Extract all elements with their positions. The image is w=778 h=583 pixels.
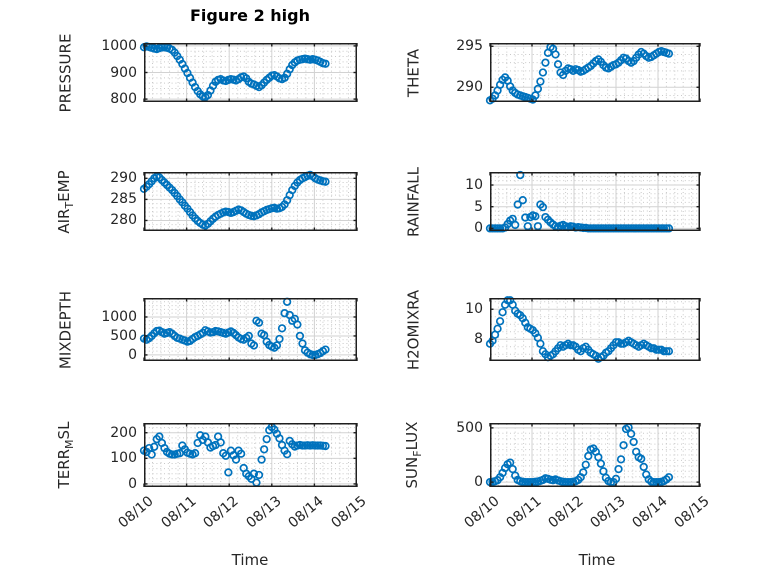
axes-frame: [490, 172, 700, 231]
plot-area-H2OMIXRA: [485, 296, 701, 363]
y-axis-label-AIR_TEMP: AIRTEMP: [55, 169, 76, 234]
data-series-PRESSURE: [139, 42, 330, 102]
tick-marks: [489, 172, 701, 231]
y-tick-label: 290: [456, 79, 483, 96]
axes-frame: [490, 423, 700, 487]
plot-area-THETA: [485, 42, 701, 105]
plot-area-TERR_MSL: [139, 422, 358, 487]
y-tick-label: 500: [456, 419, 483, 436]
plot-area-MIXDEPTH: [139, 297, 358, 361]
y-tick-label: 1000: [101, 308, 137, 325]
axes-frame: [144, 172, 357, 231]
y-tick-label: 290: [110, 170, 137, 187]
tick-marks: [143, 172, 358, 231]
plot-area-RAINFALL: [485, 170, 701, 233]
x-axis-title-right: Time: [578, 551, 616, 569]
y-axis-label-PRESSURE: PRESSURE: [56, 33, 75, 112]
axes-frame: [490, 43, 700, 102]
y-tick-label: 285: [110, 191, 137, 208]
y-tick-label: 0: [128, 346, 137, 363]
tick-marks: [143, 43, 358, 102]
axes-frame: [490, 298, 700, 361]
data-series-MIXDEPTH: [139, 297, 330, 360]
y-axis-label-SUN_FLUX: SUNFLUX: [403, 421, 424, 489]
x-tick-label: 08/13: [587, 493, 629, 532]
y-axis-label-TERR_MSL: TERRMSL: [55, 421, 76, 489]
y-tick-label: 0: [128, 475, 137, 492]
major-grid: [144, 172, 357, 231]
x-tick-label: 08/14: [285, 493, 328, 532]
minor-grid: [145, 299, 356, 360]
data-series-THETA: [485, 42, 674, 105]
plot-area-AIR_TEMP: [139, 170, 358, 231]
data-series-AIR_TEMP: [139, 170, 330, 230]
x-tick-label: 08/10: [115, 493, 157, 532]
y-tick-label: 5: [474, 198, 483, 215]
plot-area-SUN_FLUX: [485, 423, 701, 487]
y-tick-label: 200: [110, 424, 137, 441]
y-axis-label-H2OMIXRA: H2OMIXRA: [404, 289, 423, 370]
major-grid: [490, 298, 700, 361]
tick-marks: [143, 298, 358, 361]
y-tick-label: 1000: [101, 37, 137, 54]
tick-marks: [489, 423, 701, 487]
y-tick-label: 100: [110, 450, 137, 467]
y-tick-label: 280: [110, 212, 137, 229]
axes-frame: [144, 298, 357, 361]
y-tick-label: 10: [465, 301, 483, 318]
data-series-RAINFALL: [485, 170, 674, 233]
x-tick-label: 08/14: [629, 493, 671, 532]
x-tick-label: 08/12: [200, 493, 242, 532]
x-tick-label: 08/12: [545, 493, 587, 532]
y-tick-label: 295: [456, 38, 483, 55]
y-tick-label: 500: [110, 327, 137, 344]
x-axis-title-left: Time: [231, 551, 269, 569]
axes-frame: [144, 423, 357, 487]
y-axis-label-MIXDEPTH: MIXDEPTH: [56, 290, 75, 369]
minor-grid: [491, 173, 699, 230]
y-tick-label: 8: [474, 331, 483, 348]
x-tick-label: 08/11: [158, 493, 200, 532]
minor-grid: [145, 173, 356, 230]
x-tick-label: 08/15: [328, 493, 370, 532]
y-tick-label: 0: [474, 474, 483, 491]
data-series-TERR_MSL: [139, 422, 330, 487]
x-tick-label: 08/10: [461, 493, 503, 532]
y-axis-label-THETA: THETA: [404, 48, 423, 97]
x-tick-label: 08/15: [671, 493, 713, 532]
y-tick-label: 0: [474, 220, 483, 237]
y-axis-label-RAINFALL: RAINFALL: [404, 166, 423, 237]
tick-marks: [489, 298, 701, 361]
x-tick-label: 08/11: [503, 493, 545, 532]
major-grid: [144, 43, 357, 102]
tick-marks: [489, 43, 701, 102]
y-tick-label: 10: [465, 177, 483, 193]
figure-title: Figure 2 high: [190, 6, 310, 25]
plot-area-PRESSURE: [139, 42, 358, 102]
tick-marks: [143, 423, 358, 487]
data-series-H2OMIXRA: [485, 296, 674, 363]
y-tick-label: 800: [110, 91, 137, 108]
x-tick-label: 08/13: [243, 493, 285, 532]
y-tick-label: 900: [110, 64, 137, 81]
